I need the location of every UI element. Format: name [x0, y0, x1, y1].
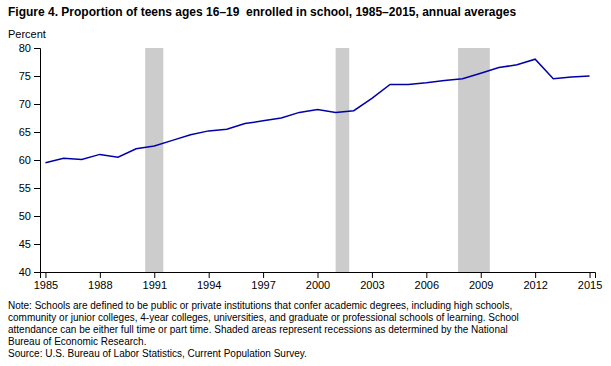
- tick: 60: [19, 154, 40, 166]
- tick-mark: [154, 272, 155, 278]
- tick-label: 45: [19, 238, 31, 250]
- tick: 70: [19, 98, 40, 110]
- note: Bureau of Economic Research.: [8, 336, 146, 347]
- tick-label: 1985: [34, 279, 58, 291]
- tick-mark: [34, 132, 40, 133]
- tick-mark: [34, 160, 40, 161]
- tick-label: 2000: [306, 279, 330, 291]
- tick-label: 55: [19, 182, 31, 194]
- tick: 80: [19, 42, 40, 54]
- tick-mark: [34, 188, 40, 189]
- tick: 1988: [88, 272, 112, 291]
- tick: 45: [19, 238, 40, 250]
- tick-mark: [481, 272, 482, 278]
- tick-mark: [209, 272, 210, 278]
- tick-label: 70: [19, 98, 31, 110]
- tick-mark: [34, 272, 40, 273]
- tick-mark: [263, 272, 264, 278]
- title: Figure 4. Proportion of teens ages 16–19…: [8, 5, 517, 19]
- tick-mark: [318, 272, 319, 278]
- tick-mark: [34, 48, 40, 49]
- tick-mark: [372, 272, 373, 278]
- tick: 55: [19, 182, 40, 194]
- tick: 65: [19, 126, 40, 138]
- note: community or junior colleges, 4-year col…: [8, 312, 519, 323]
- tick-mark: [590, 272, 591, 278]
- recession-band: [145, 48, 163, 272]
- tick-label: 65: [19, 126, 31, 138]
- tick-mark: [535, 272, 536, 278]
- axis-line: [34, 49, 41, 273]
- tick-mark: [34, 76, 40, 77]
- line: [45, 59, 589, 163]
- tick-label: 2003: [360, 279, 384, 291]
- axis-line: [41, 273, 596, 279]
- tick: 40: [19, 266, 40, 278]
- x-axis: 1985 1988 1991 1994 1997 2000 2003 2006 2009 2012…: [34, 272, 603, 291]
- tick: 1985: [34, 272, 58, 291]
- tick-mark: [45, 272, 46, 278]
- tick: 1994: [197, 272, 221, 291]
- tick-label: 1994: [197, 279, 221, 291]
- note: Source: U.S. Bureau of Labor Statistics,…: [8, 348, 307, 359]
- tick: 1991: [143, 272, 167, 291]
- tick: 2006: [415, 272, 439, 291]
- tick-mark: [34, 216, 40, 217]
- tick-label: 75: [19, 70, 31, 82]
- tick-mark: [426, 272, 427, 278]
- tick: 1997: [251, 272, 275, 291]
- tick: 2015: [578, 272, 602, 291]
- tick-label: 2012: [523, 279, 547, 291]
- tick-label: 1997: [251, 279, 275, 291]
- tick-label: 1991: [143, 279, 167, 291]
- recession-band: [458, 48, 490, 272]
- tick-mark: [34, 244, 40, 245]
- notes: Note: Schools are defined to be public o…: [8, 300, 519, 359]
- y-axis-label: Percent: [8, 28, 46, 40]
- tick-label: 80: [19, 42, 31, 54]
- chart: Figure 4. Proportion of teens ages 16–19…: [0, 0, 611, 366]
- tick-mark: [34, 104, 40, 105]
- y-axis: 40 45 50 55 60 65 70 75 80: [19, 42, 41, 278]
- recession-band: [336, 48, 350, 272]
- tick: 2000: [306, 272, 330, 291]
- note: attendance can be either full time or pa…: [8, 324, 508, 335]
- tick-label: 60: [19, 154, 31, 166]
- tick-label: 2009: [469, 279, 493, 291]
- tick-label: 2015: [578, 279, 602, 291]
- tick: 2003: [360, 272, 384, 291]
- tick: 75: [19, 70, 40, 82]
- tick: 50: [19, 210, 40, 222]
- tick-label: 40: [19, 266, 31, 278]
- tick-label: 50: [19, 210, 31, 222]
- plot-area: 1985 1988 1991 1994 1997 2000 2003 2006 2009 2012…: [19, 42, 603, 291]
- marks: [45, 48, 589, 272]
- tick-label: 2006: [415, 279, 439, 291]
- tick: 2012: [523, 272, 547, 291]
- tick: 2009: [469, 272, 493, 291]
- tick-label: 1988: [88, 279, 112, 291]
- note: Note: Schools are defined to be public o…: [8, 300, 512, 311]
- tick-mark: [100, 272, 101, 278]
